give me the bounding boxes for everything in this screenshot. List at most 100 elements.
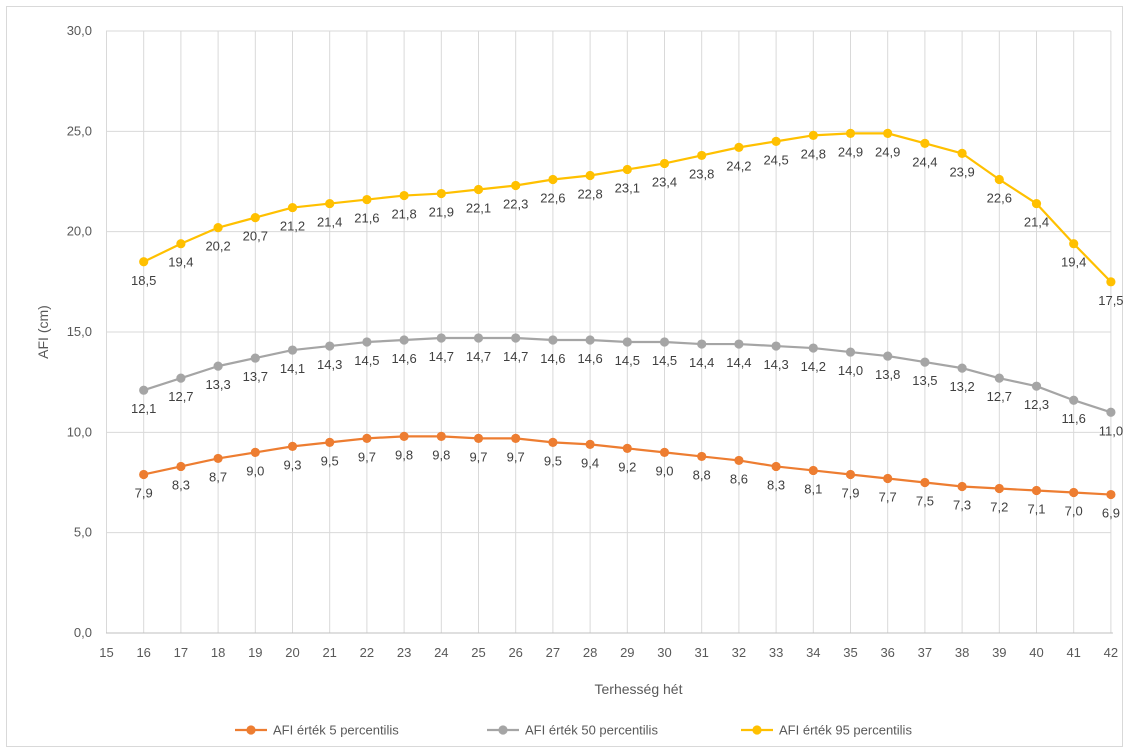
- data-label: 9,5: [544, 453, 562, 468]
- data-label: 14,3: [763, 357, 788, 372]
- data-point: [474, 434, 483, 443]
- data-point: [1069, 239, 1078, 248]
- data-point: [176, 239, 185, 248]
- data-label: 7,3: [953, 498, 971, 513]
- data-point: [586, 171, 595, 180]
- data-label: 9,5: [321, 453, 339, 468]
- data-point: [474, 185, 483, 194]
- y-tick-label: 15,0: [67, 324, 92, 339]
- x-tick-label: 40: [1029, 645, 1043, 660]
- data-point: [251, 213, 260, 222]
- legend: AFI érték 5 percentilis AFI érték 50 perc…: [235, 723, 912, 738]
- data-label: 13,3: [205, 377, 230, 392]
- data-point: [437, 432, 446, 441]
- x-tick-label: 38: [955, 645, 969, 660]
- x-tick-label: 33: [769, 645, 783, 660]
- data-label: 22,1: [466, 201, 491, 216]
- data-label: 8,7: [209, 469, 227, 484]
- data-point: [697, 452, 706, 461]
- data-label: 24,2: [726, 158, 751, 173]
- data-point: [214, 454, 223, 463]
- data-label: 7,1: [1027, 502, 1045, 517]
- data-point: [660, 159, 669, 168]
- x-tick-label: 36: [880, 645, 894, 660]
- data-label: 14,7: [503, 349, 528, 364]
- data-label: 9,0: [246, 463, 264, 478]
- x-tick-label: 32: [732, 645, 746, 660]
- data-point: [474, 333, 483, 342]
- data-point: [660, 337, 669, 346]
- legend-label: AFI érték 50 percentilis: [525, 723, 658, 738]
- data-label: 8,3: [767, 477, 785, 492]
- data-point: [437, 189, 446, 198]
- data-label: 24,9: [838, 144, 863, 159]
- gridlines: [106, 31, 1111, 633]
- data-label: 21,2: [280, 219, 305, 234]
- data-point: [809, 466, 818, 475]
- data-label: 9,4: [581, 455, 599, 470]
- y-tick-label: 30,0: [67, 23, 92, 38]
- data-point: [697, 151, 706, 160]
- data-label: 24,8: [801, 146, 826, 161]
- data-label: 24,5: [763, 152, 788, 167]
- x-tick-label: 17: [174, 645, 188, 660]
- x-tick-label: 37: [918, 645, 932, 660]
- data-point: [846, 470, 855, 479]
- data-point: [586, 440, 595, 449]
- data-label: 11,6: [1062, 411, 1086, 426]
- data-point: [251, 448, 260, 457]
- legend-swatch-marker: [752, 725, 761, 734]
- x-axis-title: Terhesség hét: [595, 681, 683, 697]
- data-label: 22,6: [540, 190, 565, 205]
- x-tick-label: 23: [397, 645, 411, 660]
- data-point: [734, 143, 743, 152]
- data-point: [883, 351, 892, 360]
- data-label: 12,7: [168, 389, 193, 404]
- data-point: [772, 462, 781, 471]
- y-tick-label: 0,0: [74, 625, 92, 640]
- data-point: [511, 181, 520, 190]
- data-point: [734, 339, 743, 348]
- data-point: [1069, 488, 1078, 497]
- x-tick-label: 31: [694, 645, 708, 660]
- data-label: 9,2: [618, 459, 636, 474]
- data-label: 14,6: [391, 351, 416, 366]
- legend-label: AFI érték 5 percentilis: [273, 723, 399, 738]
- data-point: [548, 175, 557, 184]
- data-label: 14,6: [577, 351, 602, 366]
- data-label: 9,8: [395, 447, 413, 462]
- data-label: 7,2: [990, 500, 1008, 515]
- data-label: 20,2: [205, 239, 230, 254]
- data-label: 11,0: [1099, 423, 1123, 438]
- data-label: 6,9: [1102, 506, 1120, 521]
- data-point: [995, 175, 1004, 184]
- data-label: 23,9: [949, 164, 974, 179]
- data-label: 14,2: [801, 359, 826, 374]
- x-tick-label: 28: [583, 645, 597, 660]
- data-point: [400, 335, 409, 344]
- data-label: 13,8: [875, 367, 900, 382]
- data-label: 23,4: [652, 174, 677, 189]
- data-point: [734, 456, 743, 465]
- data-point: [995, 484, 1004, 493]
- data-point: [325, 438, 334, 447]
- data-label: 24,9: [875, 144, 900, 159]
- data-point: [511, 333, 520, 342]
- data-label: 9,7: [469, 449, 487, 464]
- data-label: 9,0: [655, 463, 673, 478]
- data-label: 9,7: [358, 449, 376, 464]
- data-label: 24,4: [912, 154, 937, 169]
- data-label: 14,0: [838, 363, 863, 378]
- data-point: [1032, 486, 1041, 495]
- data-point: [548, 438, 557, 447]
- data-label: 14,5: [652, 353, 677, 368]
- data-point: [251, 353, 260, 362]
- data-point: [437, 333, 446, 342]
- data-label: 12,1: [131, 401, 156, 416]
- x-tick-label: 18: [211, 645, 225, 660]
- data-point: [1106, 408, 1115, 417]
- data-label: 14,5: [354, 353, 379, 368]
- data-label: 12,3: [1024, 397, 1049, 412]
- data-label: 22,8: [577, 186, 602, 201]
